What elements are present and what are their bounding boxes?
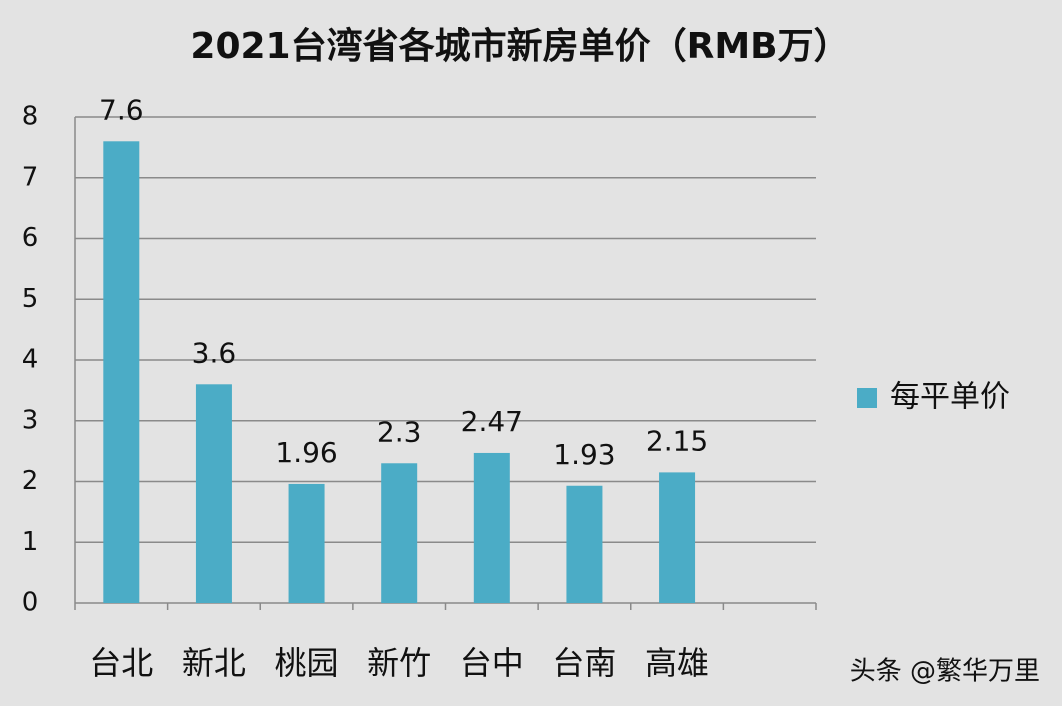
data-label: 3.6 [192,336,237,369]
bar [288,483,325,603]
y-tick-label: 0 [22,588,39,618]
bar [566,485,603,603]
legend-label: 每平单价 [890,380,1010,415]
data-label: 2.47 [461,405,523,438]
chart-title: 2021台湾省各城市新房单价（RMB万） [190,25,849,67]
bar [103,141,140,604]
y-tick-label: 6 [22,223,39,253]
y-tick-label: 8 [22,102,39,132]
data-label: 2.15 [646,424,708,457]
x-tick-label: 台北 [89,644,153,682]
y-tick-label: 5 [22,284,39,314]
data-label: 7.6 [99,93,144,126]
y-tick-label: 7 [22,162,39,192]
x-tick-label: 高雄 [645,644,709,682]
x-tick-label: 台南 [552,644,616,682]
bar [659,472,696,603]
x-tick-label: 台中 [460,644,524,682]
legend-swatch [857,388,877,408]
watermark: 头条 @繁华万里 [850,657,1040,687]
y-tick-label: 1 [22,527,39,557]
bar [473,452,510,603]
y-tick-label: 3 [22,405,39,435]
x-tick-label: 桃园 [275,644,339,682]
bar [195,384,232,603]
x-tick-label: 新竹 [367,644,431,682]
y-tick-label: 4 [22,345,39,375]
data-label: 1.96 [275,436,337,469]
x-tick-label: 新北 [182,644,246,682]
data-label: 2.3 [377,415,422,448]
data-label: 1.93 [553,438,615,471]
bar [381,463,418,603]
y-tick-label: 2 [22,466,39,496]
